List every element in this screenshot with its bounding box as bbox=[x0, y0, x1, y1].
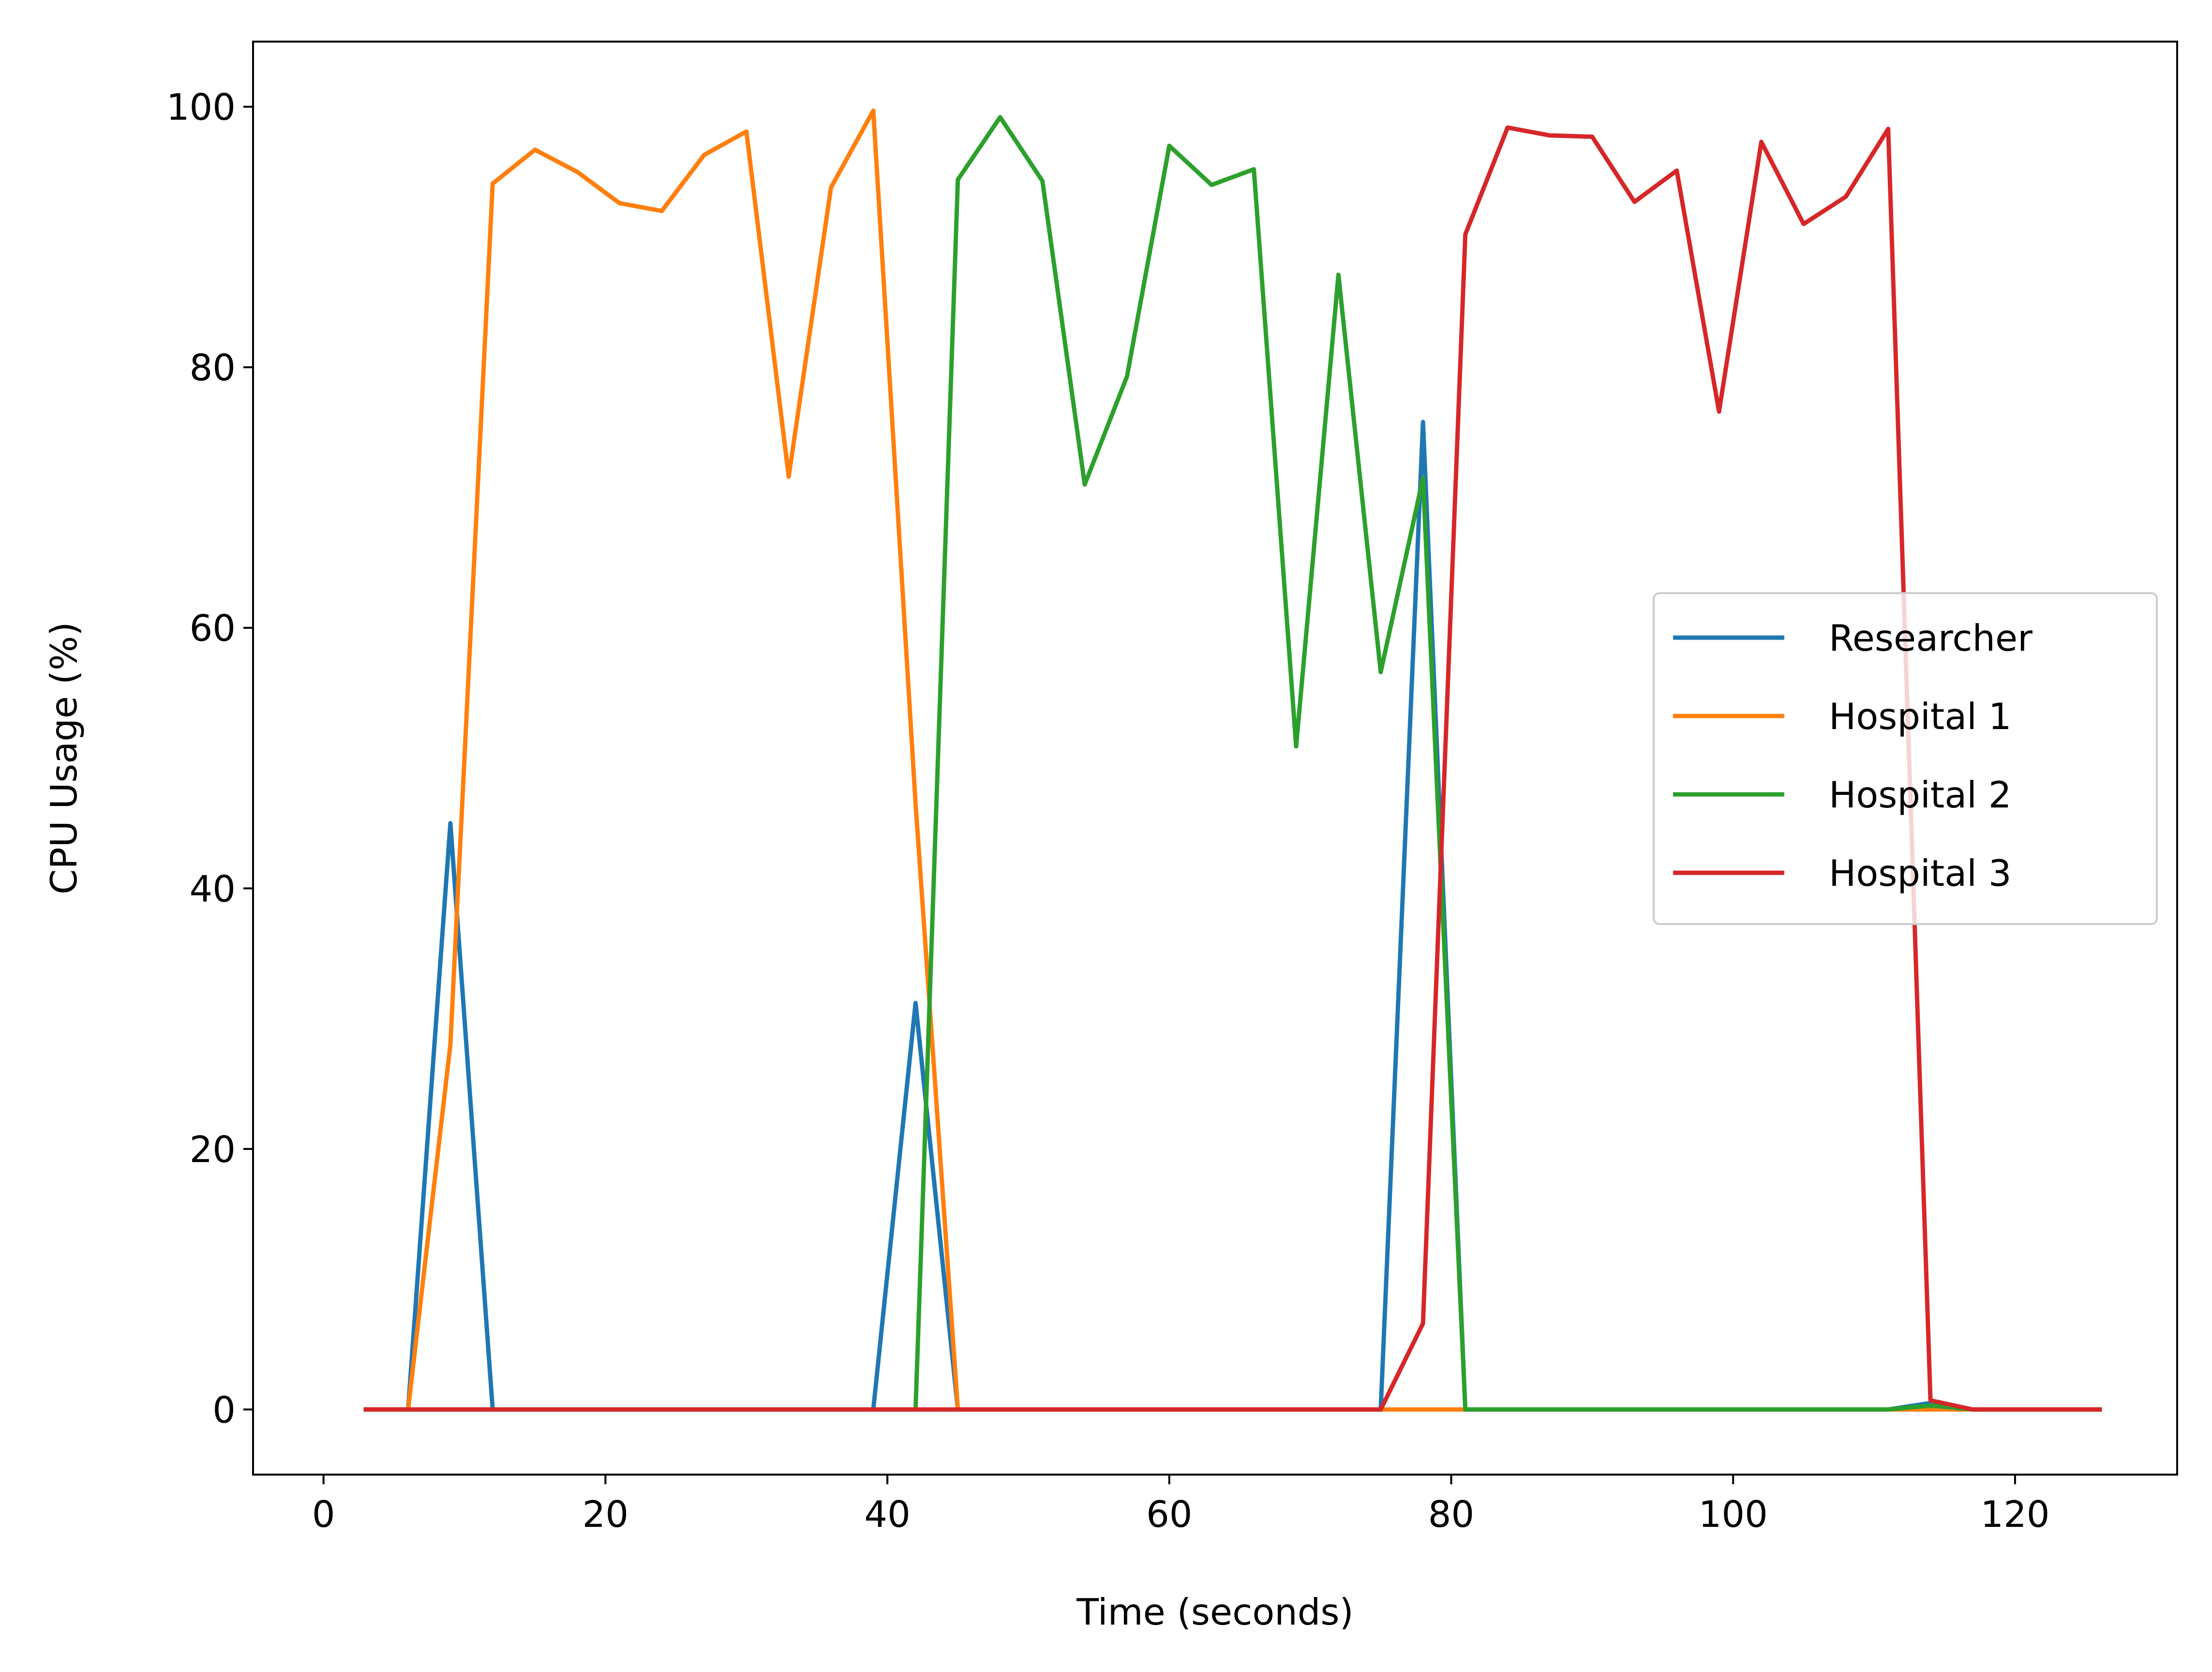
y-tick-label: 60 bbox=[190, 607, 236, 650]
legend-label-1: Researcher bbox=[1829, 617, 2033, 659]
y-axis: 0 20 40 60 80 100 bbox=[166, 86, 253, 1431]
legend-box bbox=[1653, 592, 2158, 925]
x-axis: 0 20 40 60 80 100 120 bbox=[312, 1475, 2050, 1536]
x-tick-label: 60 bbox=[1146, 1493, 1192, 1536]
y-tick-label: 40 bbox=[190, 867, 236, 910]
x-tick-label: 120 bbox=[1980, 1493, 2049, 1536]
y-tick-label: 0 bbox=[212, 1388, 236, 1431]
x-tick-label: 20 bbox=[583, 1493, 628, 1536]
series-line-4 bbox=[363, 125, 2102, 1412]
x-tick-label: 100 bbox=[1699, 1493, 1768, 1536]
legend: Researcher Hospital 1 Hospital 2 Hospital 3 bbox=[1653, 592, 2158, 925]
y-axis-label: CPU Usage (%) bbox=[43, 622, 85, 895]
y-tick-label: 80 bbox=[190, 346, 236, 389]
legend-label-3: Hospital 2 bbox=[1829, 774, 2012, 816]
y-tick-label: 20 bbox=[190, 1128, 236, 1171]
legend-label-2: Hospital 1 bbox=[1829, 695, 2012, 738]
y-tick-label: 100 bbox=[166, 86, 236, 129]
x-tick-label: 80 bbox=[1428, 1493, 1474, 1536]
x-tick-label: 40 bbox=[864, 1493, 910, 1536]
legend-label-4: Hospital 3 bbox=[1829, 852, 2012, 895]
x-tick-label: 0 bbox=[312, 1493, 335, 1536]
plot-frame bbox=[252, 41, 2178, 1476]
series-layer bbox=[363, 108, 2102, 1412]
x-axis-label: Time (seconds) bbox=[1076, 1591, 1353, 1633]
